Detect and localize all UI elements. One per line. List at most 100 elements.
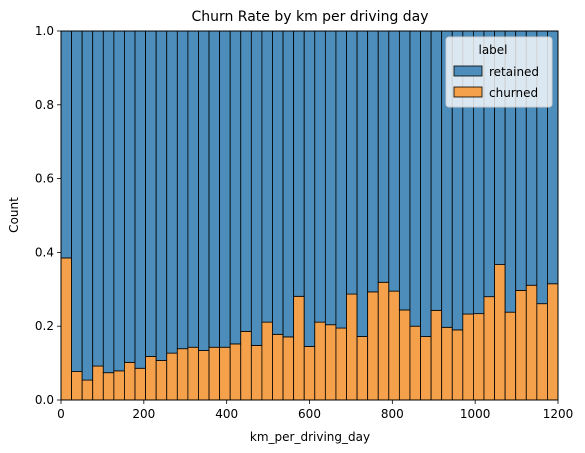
bar-churned <box>220 347 231 400</box>
bar-retained <box>410 31 421 326</box>
bar-retained <box>294 31 305 296</box>
legend-swatch-retained <box>454 66 482 76</box>
bar-churned <box>505 312 516 400</box>
bar-churned <box>484 297 495 400</box>
bar-retained <box>272 31 283 334</box>
bar-churned <box>463 314 474 400</box>
x-axis-label: km_per_driving_day <box>250 430 370 444</box>
y-tick-label: 0.8 <box>35 98 54 112</box>
bar-churned <box>368 292 379 400</box>
bar-churned <box>230 344 241 400</box>
bar-churned <box>421 337 432 400</box>
x-tick-label: 400 <box>215 407 238 421</box>
legend-label-churned: churned <box>489 86 538 100</box>
bar-retained <box>262 31 273 322</box>
bar-churned <box>516 290 527 400</box>
bar-churned <box>241 331 252 400</box>
bar-churned <box>114 371 125 400</box>
bar-churned <box>547 284 558 400</box>
legend-swatch-churned <box>454 87 482 97</box>
x-axis: 0 200 400 600 800 1000 1200 <box>57 400 573 421</box>
bar-churned <box>389 291 400 400</box>
y-tick-label: 0.4 <box>35 245 54 259</box>
bar-churned <box>442 327 453 400</box>
bar-churned <box>378 282 389 400</box>
bar-churned <box>294 296 305 400</box>
bar-retained <box>241 31 252 331</box>
y-tick-label: 0.0 <box>35 393 54 407</box>
y-tick-label: 0.2 <box>35 319 54 333</box>
bar-churned <box>198 351 209 400</box>
bar-retained <box>146 31 157 356</box>
bar-retained <box>72 31 83 372</box>
bar-retained <box>304 31 315 346</box>
bar-churned <box>156 361 167 400</box>
bar-churned <box>146 356 157 400</box>
bar-retained <box>82 31 93 380</box>
bar-churned <box>251 345 262 400</box>
bar-churned <box>272 334 283 400</box>
bar-churned <box>124 362 135 400</box>
bar-retained <box>124 31 135 362</box>
bar-retained <box>156 31 167 361</box>
bar-churned <box>399 310 410 400</box>
bar-retained <box>135 31 146 368</box>
bar-churned <box>167 353 178 400</box>
bar-retained <box>378 31 389 282</box>
bar-churned <box>103 373 114 400</box>
bar-churned <box>177 349 188 400</box>
x-tick-label: 0 <box>57 407 65 421</box>
x-tick-label: 200 <box>132 407 155 421</box>
bar-retained <box>103 31 114 373</box>
x-tick-label: 800 <box>381 407 404 421</box>
y-axis: 0.0 0.2 0.4 0.6 0.8 1.0 <box>35 24 61 407</box>
bar-churned <box>82 380 93 400</box>
bar-retained <box>336 31 347 328</box>
legend-title: label <box>478 43 507 57</box>
bar-retained <box>325 31 336 325</box>
bar-retained <box>347 31 358 294</box>
bar-churned <box>410 326 421 400</box>
bar-retained <box>114 31 125 371</box>
y-axis-label: Count <box>7 197 21 233</box>
bar-retained <box>230 31 241 344</box>
bar-churned <box>473 314 484 400</box>
bar-retained <box>399 31 410 310</box>
bar-retained <box>421 31 432 337</box>
bar-retained <box>389 31 400 291</box>
bar-retained <box>177 31 188 349</box>
bar-retained <box>93 31 104 366</box>
bar-retained <box>188 31 199 347</box>
bar-retained <box>315 31 326 322</box>
bar-churned <box>325 325 336 400</box>
bar-churned <box>262 322 273 400</box>
bar-retained <box>368 31 379 292</box>
bar-churned <box>315 322 326 400</box>
bar-churned <box>283 337 294 400</box>
bar-retained <box>167 31 178 353</box>
legend: label retained churned <box>446 37 552 107</box>
bar-retained <box>283 31 294 337</box>
bar-churned <box>431 310 442 400</box>
x-tick-label: 600 <box>298 407 321 421</box>
bar-churned <box>209 347 220 400</box>
bar-churned <box>135 368 146 400</box>
bar-retained <box>61 31 72 258</box>
y-tick-label: 0.6 <box>35 172 54 186</box>
chart-title: Churn Rate by km per driving day <box>191 9 428 25</box>
bar-churned <box>357 337 368 400</box>
bar-retained <box>220 31 231 347</box>
bar-retained <box>209 31 220 347</box>
bar-retained <box>357 31 368 337</box>
bar-churned <box>336 328 347 400</box>
bar-churned <box>304 346 315 400</box>
bar-churned <box>188 347 199 400</box>
bar-churned <box>61 258 72 400</box>
legend-label-retained: retained <box>489 65 539 79</box>
x-tick-label: 1200 <box>543 407 574 421</box>
bar-churned <box>452 330 463 400</box>
bar-churned <box>526 285 537 400</box>
bar-churned <box>495 265 506 400</box>
bar-churned <box>347 294 358 400</box>
